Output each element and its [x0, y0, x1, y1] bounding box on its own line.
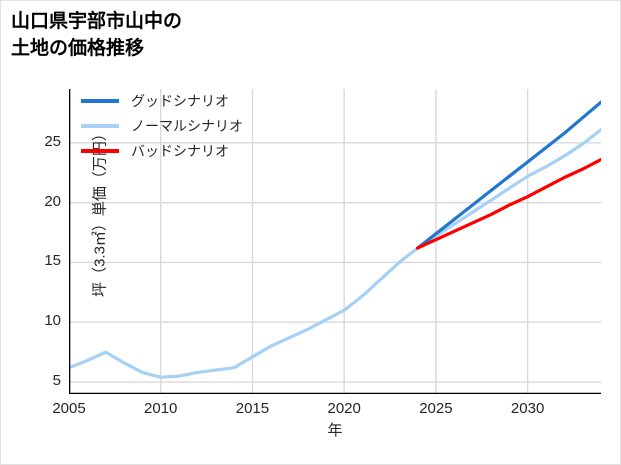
y-tick-label: 5 — [52, 372, 61, 390]
legend-item-label: グッドシナリオ — [131, 93, 229, 109]
legend-item-label: ノーマルシナリオ — [131, 118, 243, 134]
legend-color-swatch — [81, 99, 119, 103]
x-tick-label: 2030 — [510, 400, 545, 417]
x-tick-label: 2015 — [235, 400, 270, 417]
y-tick-label: 20 — [44, 192, 61, 210]
legend-item[interactable]: バッドシナリオ — [81, 139, 229, 163]
legend-color-swatch — [81, 124, 119, 128]
legend-item[interactable]: ノーマルシナリオ — [81, 114, 243, 138]
plot-area: 坪（3.3㎡）単価（万円） 年 5 10 15 20 25 2005 2010 2015 20… — [44, 89, 601, 439]
chart-legend: グッドシナリオ ノーマルシナリオ バッドシナリオ — [81, 89, 277, 161]
series-line — [415, 157, 601, 250]
legend-item[interactable]: グッドシナリオ — [81, 89, 229, 113]
legend-item-label: バッドシナリオ — [131, 143, 229, 159]
chart-title: 山口県宇部市山中の 土地の価格推移 — [11, 11, 183, 59]
y-tick-label: 25 — [44, 132, 61, 150]
x-tick-label: 2020 — [327, 400, 361, 417]
x-tick-label: 2005 — [52, 400, 86, 417]
gridlines — [69, 89, 601, 394]
y-tick-label: 10 — [44, 312, 61, 330]
axis-frame — [69, 89, 601, 394]
legend-color-swatch — [81, 149, 119, 153]
y-tick-label: 15 — [44, 252, 61, 270]
chart-canvas — [69, 89, 601, 394]
series-lines — [69, 100, 601, 379]
x-tick-label: 2025 — [419, 400, 453, 417]
x-axis-label: 年 — [327, 422, 343, 439]
series-line — [415, 100, 601, 250]
series-line — [69, 128, 601, 379]
x-tick-label: 2010 — [144, 400, 178, 417]
